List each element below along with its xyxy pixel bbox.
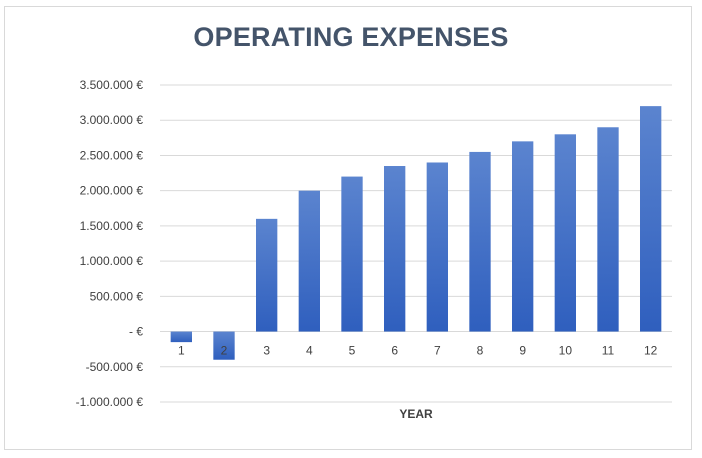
x-tick-label: 7 <box>434 344 441 358</box>
x-tick-label: 8 <box>477 344 484 358</box>
bar <box>298 190 320 332</box>
x-tick-label: 12 <box>644 344 658 358</box>
y-tick-label: 3.500.000 € <box>80 78 144 92</box>
bars <box>170 106 662 360</box>
bar <box>170 331 192 343</box>
x-tick-label: 6 <box>391 344 398 358</box>
y-tick-label: 2.500.000 € <box>80 148 144 162</box>
gridlines <box>160 84 672 403</box>
x-tick-label: 3 <box>263 344 270 358</box>
x-tick-label: 4 <box>306 344 313 358</box>
x-tick-label: 2 <box>221 344 228 358</box>
bar <box>256 218 278 332</box>
y-tick-label: 1.500.000 € <box>80 219 144 233</box>
y-tick-label: -1.000.000 € <box>76 395 144 409</box>
bar <box>640 106 662 332</box>
x-tick-label: 10 <box>559 344 573 358</box>
bar <box>341 176 363 332</box>
y-tick-label: -500.000 € <box>86 360 144 374</box>
bar <box>512 141 534 332</box>
y-tick-label: 1.000.000 € <box>80 254 144 268</box>
y-tick-label: - € <box>129 325 143 339</box>
x-axis-title: YEAR <box>399 407 433 421</box>
x-tick-label: 9 <box>519 344 526 358</box>
bar <box>554 134 576 332</box>
bar <box>213 331 235 360</box>
x-tick-label: 1 <box>178 344 185 358</box>
bar <box>597 127 619 332</box>
chart-title: OPERATING EXPENSES <box>193 22 509 52</box>
bar <box>469 151 491 332</box>
bar <box>384 166 406 332</box>
x-axis-tick-labels: 1 2 3 4 5 6 7 8 9 10 11 12 <box>178 344 658 358</box>
y-tick-label: 500.000 € <box>90 289 144 303</box>
bar <box>426 162 448 332</box>
y-tick-label: 2.000.000 € <box>80 184 144 198</box>
x-tick-label: 5 <box>349 344 356 358</box>
y-tick-label: 3.000.000 € <box>80 113 144 127</box>
y-axis-tick-labels: 3.500.000 € 3.000.000 € 2.500.000 € 2.000.0… <box>76 78 144 409</box>
x-tick-label: 11 <box>602 344 615 358</box>
